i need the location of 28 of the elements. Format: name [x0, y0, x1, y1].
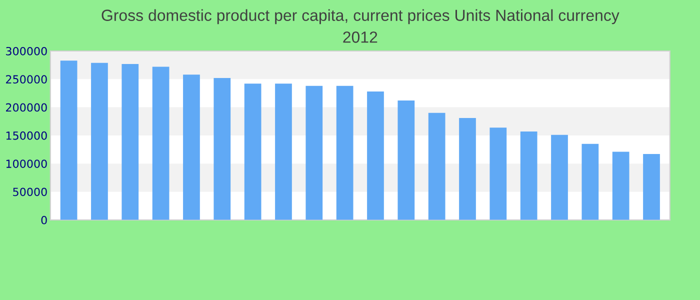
bar: [183, 74, 200, 220]
chart-title: Gross domestic product per capita, current prices Units National currency 2012: [102, 9, 620, 43]
bar: [122, 64, 139, 220]
bar: [459, 118, 476, 220]
y-tick-label: 50000: [13, 188, 47, 196]
bar: [336, 86, 354, 220]
y-tick-label: 300000: [6, 46, 47, 56]
bar: [490, 128, 507, 220]
bar: [582, 144, 599, 220]
bar: [520, 132, 538, 220]
y-tick-label: 250000: [6, 75, 47, 84]
bar: [643, 154, 660, 220]
bar: [367, 92, 384, 220]
bar: [91, 62, 108, 220]
bar: [398, 100, 415, 220]
bar: [60, 60, 78, 220]
bar: [612, 152, 630, 220]
y-tick-label: 100000: [6, 160, 47, 168]
bar: [551, 134, 568, 220]
bar: [428, 112, 446, 220]
bar: [275, 84, 292, 220]
bar: [306, 86, 323, 220]
y-tick-label: 200000: [6, 103, 47, 112]
y-tick-label: 150000: [6, 131, 47, 140]
bar: [244, 84, 262, 220]
y-tick-label: 0: [41, 216, 47, 224]
bar: [214, 78, 231, 220]
bar: [152, 66, 170, 220]
